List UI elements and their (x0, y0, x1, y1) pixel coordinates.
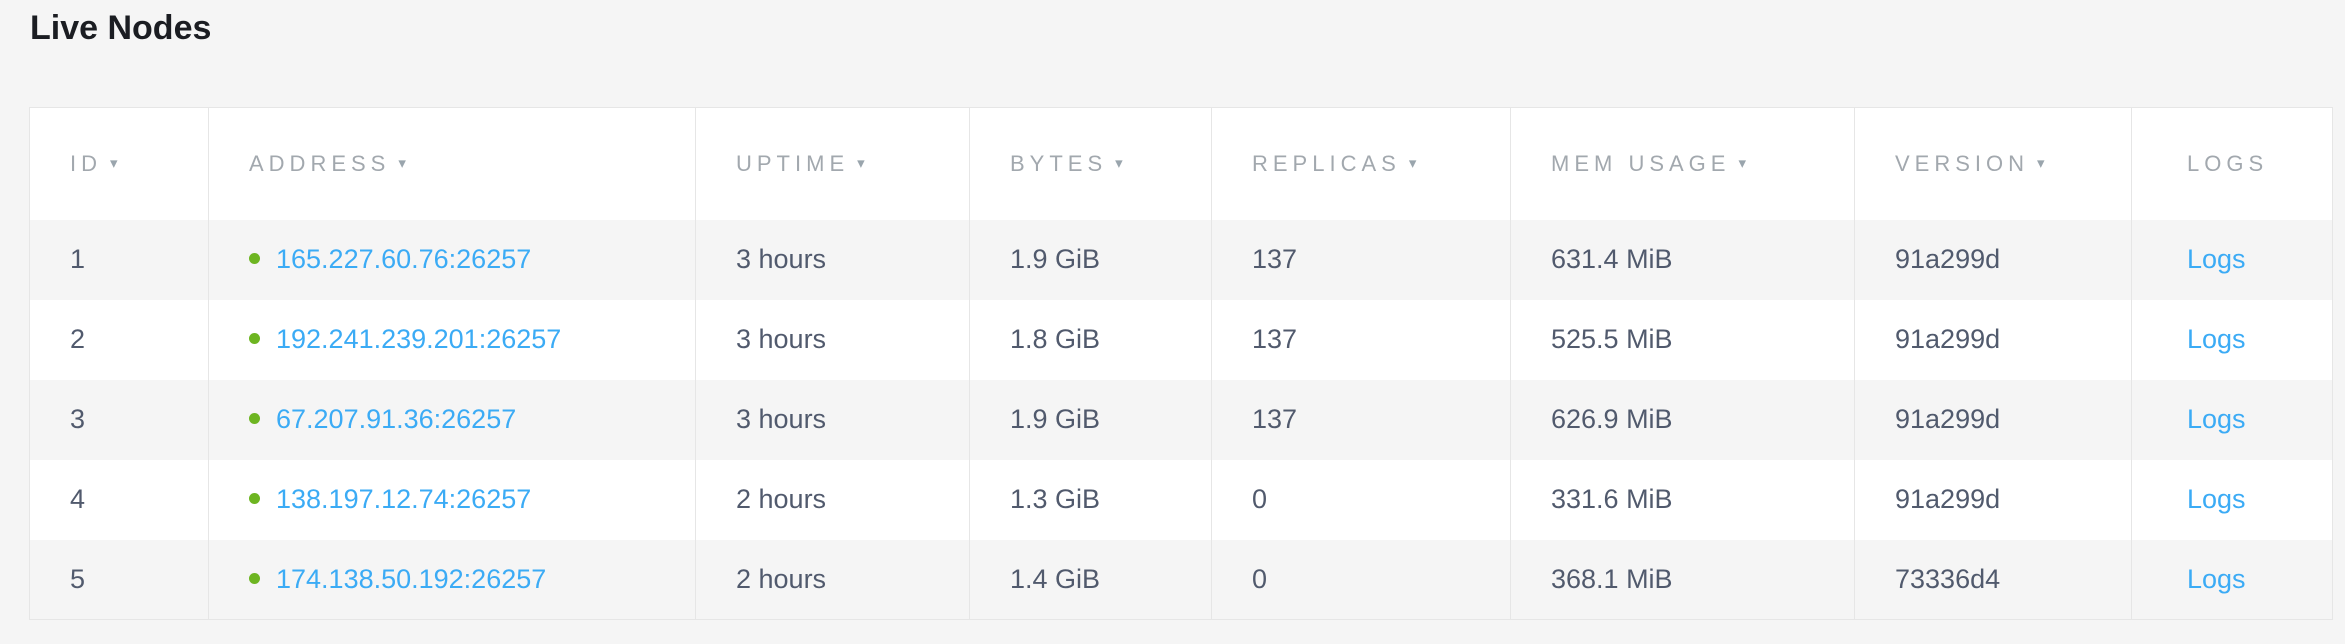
node-live-status-dot-icon (249, 573, 260, 585)
column-header-logs: LOGS (2131, 107, 2333, 220)
column-header-label: LOGS (2187, 150, 2269, 176)
node-address-link[interactable]: 138.197.12.74:26257 (276, 484, 532, 514)
node-live-status-dot-icon (249, 493, 260, 505)
column-header-uptime[interactable]: UPTIME ▾ (695, 107, 970, 220)
cell-node-address: 174.138.50.192:26257 (208, 539, 696, 620)
node-live-status-dot-icon (249, 333, 260, 345)
table-row: 2 192.241.239.201:26257 3 hours 1.8 GiB 137 5… (29, 299, 2333, 380)
cell-node-id: 3 (29, 379, 209, 460)
sort-arrow-icon: ▾ (2037, 154, 2045, 172)
column-header-address[interactable]: ADDRESS ▾ (208, 107, 696, 220)
cell-node-address: 192.241.239.201:26257 (208, 299, 696, 380)
cell-version: 91a299d (1854, 379, 2132, 460)
column-header-label: ID (70, 150, 102, 176)
live-nodes-table-container: ID ▾ ADDRESS ▾ UPTIME ▾ BYTES ▾ REPLICAS ▾ MEM USA… (29, 107, 2345, 620)
cell-node-address: 67.207.91.36:26257 (208, 379, 696, 460)
logs-link[interactable]: Logs (2187, 404, 2246, 434)
cell-version: 91a299d (1854, 219, 2132, 300)
table-header-row: ID ▾ ADDRESS ▾ UPTIME ▾ BYTES ▾ REPLICAS ▾ MEM USA… (29, 107, 2333, 220)
node-address-link[interactable]: 174.138.50.192:26257 (276, 563, 547, 594)
cell-logs: Logs (2132, 540, 2333, 620)
cell-replicas: 137 (1211, 379, 1511, 460)
cell-version: 91a299d (1854, 299, 2132, 380)
cell-node-id: 5 (29, 539, 209, 620)
cell-node-address: 165.227.60.76:26257 (208, 219, 696, 300)
cell-bytes: 1.8 GiB (969, 299, 1212, 380)
cell-node-address: 138.197.12.74:26257 (208, 459, 696, 540)
column-header-label: UPTIME (736, 150, 850, 176)
cell-node-id: 1 (29, 219, 209, 300)
cell-replicas: 137 (1211, 219, 1511, 300)
cell-version: 91a299d (1854, 459, 2132, 540)
column-header-label: MEM USAGE (1551, 150, 1731, 176)
cell-mem-usage: 631.4 MiB (1510, 219, 1855, 300)
cell-node-id: 2 (29, 299, 209, 380)
cell-mem-usage: 626.9 MiB (1510, 379, 1855, 460)
logs-link[interactable]: Logs (2187, 563, 2246, 594)
cell-logs: Logs (2132, 460, 2333, 540)
page-title: Live Nodes (30, 9, 212, 47)
column-header-label: REPLICAS (1252, 150, 1401, 176)
cell-replicas: 0 (1211, 539, 1511, 620)
cell-uptime: 3 hours (695, 219, 970, 300)
live-nodes-table: ID ▾ ADDRESS ▾ UPTIME ▾ BYTES ▾ REPLICAS ▾ MEM USA… (29, 107, 2333, 620)
table-row: 3 67.207.91.36:26257 3 hours 1.9 GiB 137 626.… (29, 379, 2333, 460)
table-body: 1 165.227.60.76:26257 3 hours 1.9 GiB 137 631… (29, 219, 2333, 620)
cell-bytes: 1.4 GiB (969, 539, 1212, 620)
node-address-link[interactable]: 192.241.239.201:26257 (276, 324, 562, 354)
node-address-link[interactable]: 67.207.91.36:26257 (276, 404, 517, 434)
cell-bytes: 1.9 GiB (969, 379, 1212, 460)
sort-arrow-icon: ▾ (857, 154, 865, 172)
sort-arrow-icon: ▾ (1738, 154, 1746, 172)
sort-arrow-icon: ▾ (398, 154, 406, 172)
cell-bytes: 1.3 GiB (969, 459, 1212, 540)
column-header-replicas[interactable]: REPLICAS ▾ (1211, 107, 1511, 220)
cell-mem-usage: 368.1 MiB (1510, 539, 1855, 620)
node-live-status-dot-icon (249, 413, 260, 425)
cell-replicas: 0 (1211, 459, 1511, 540)
logs-link[interactable]: Logs (2187, 484, 2246, 514)
column-header-bytes[interactable]: BYTES ▾ (969, 107, 1212, 220)
column-header-id[interactable]: ID ▾ (29, 107, 209, 220)
table-row: 4 138.197.12.74:26257 2 hours 1.3 GiB 0 331.6… (29, 459, 2333, 540)
sort-arrow-icon: ▾ (110, 154, 118, 172)
table-row: 1 165.227.60.76:26257 3 hours 1.9 GiB 137 631… (29, 219, 2333, 300)
cell-version: 73336d4 (1854, 539, 2132, 620)
sort-arrow-icon: ▾ (1115, 154, 1123, 172)
node-address-link[interactable]: 165.227.60.76:26257 (276, 244, 532, 274)
cell-replicas: 137 (1211, 299, 1511, 380)
column-header-label: VERSION (1895, 150, 2030, 176)
cell-mem-usage: 331.6 MiB (1510, 459, 1855, 540)
logs-link[interactable]: Logs (2187, 324, 2246, 354)
cell-mem-usage: 525.5 MiB (1510, 299, 1855, 380)
column-header-label: ADDRESS (249, 150, 391, 176)
cell-logs: Logs (2132, 380, 2333, 460)
cell-uptime: 3 hours (695, 379, 970, 460)
cell-uptime: 2 hours (695, 459, 970, 540)
column-header-version[interactable]: VERSION ▾ (1854, 107, 2132, 220)
cell-bytes: 1.9 GiB (969, 219, 1212, 300)
cell-uptime: 2 hours (695, 539, 970, 620)
column-header-label: BYTES (1010, 150, 1108, 176)
logs-link[interactable]: Logs (2187, 244, 2246, 274)
cell-logs: Logs (2132, 300, 2333, 380)
cell-logs: Logs (2132, 220, 2333, 300)
sort-arrow-icon: ▾ (1408, 154, 1417, 172)
column-header-mem_usage[interactable]: MEM USAGE ▾ (1510, 107, 1855, 220)
table-row: 5 174.138.50.192:26257 2 hours 1.4 GiB 0 368.… (29, 539, 2333, 620)
cell-uptime: 3 hours (695, 299, 970, 380)
node-live-status-dot-icon (249, 253, 260, 265)
cell-node-id: 4 (29, 459, 209, 540)
